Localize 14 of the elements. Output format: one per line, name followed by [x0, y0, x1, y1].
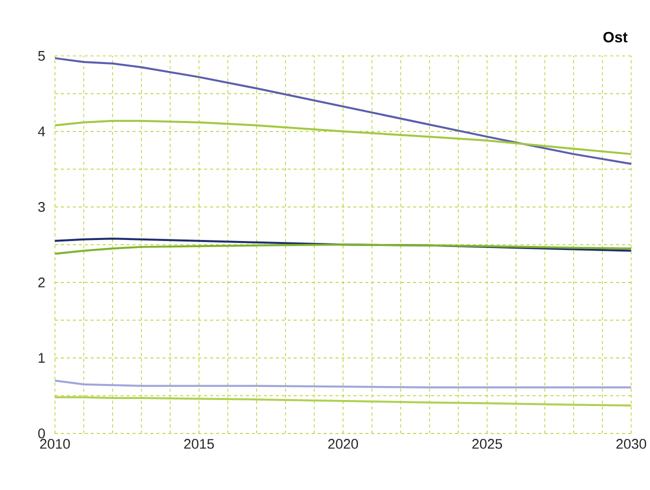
- y-tick-label: 3: [38, 202, 45, 212]
- x-tick-label: 2010: [40, 438, 70, 449]
- x-tick-label: 2015: [184, 438, 214, 449]
- x-tick-label: 2025: [472, 438, 502, 449]
- y-tick-label: 1: [38, 352, 45, 363]
- line-series: [54, 120, 632, 155]
- x-tick-label: 2030: [616, 438, 646, 449]
- y-tick-label: 0: [38, 428, 45, 438]
- x-tick-label: 2020: [328, 438, 358, 449]
- chart-title: Ost: [603, 32, 628, 42]
- y-tick-label: 4: [38, 126, 46, 136]
- line-series: [54, 244, 632, 255]
- y-tick-label: 2: [38, 277, 45, 288]
- y-tick-label: 5: [38, 50, 45, 61]
